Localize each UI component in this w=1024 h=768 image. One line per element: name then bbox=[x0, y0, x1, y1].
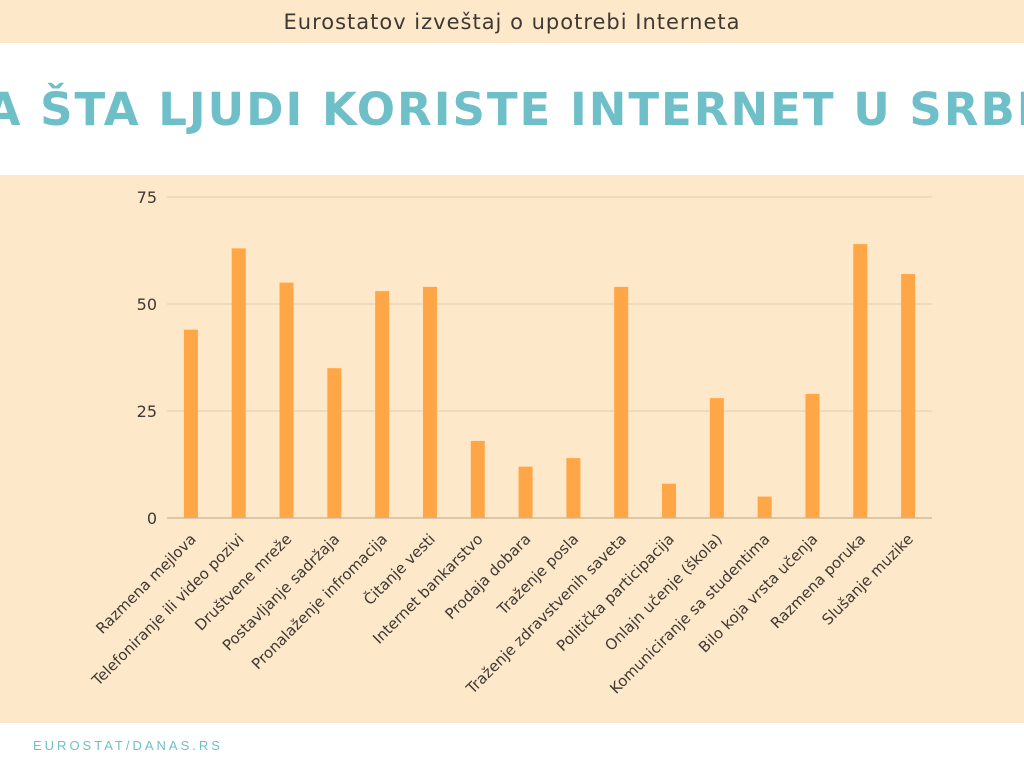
x-tick-label: Slušanje muzike bbox=[818, 530, 917, 629]
x-tick-label: Prodaja dobara bbox=[441, 530, 534, 623]
bar bbox=[709, 398, 724, 518]
bar bbox=[853, 244, 868, 518]
bar bbox=[327, 368, 342, 518]
chart-title: ZA ŠTA LJUDI KORISTE INTERNET U SRBIJI bbox=[0, 82, 1024, 136]
bar bbox=[470, 440, 485, 518]
bar bbox=[183, 329, 198, 518]
subtitle-band: Eurostatov izveštaj o upotrebi Interneta bbox=[0, 0, 1024, 43]
title-band: ZA ŠTA LJUDI KORISTE INTERNET U SRBIJI bbox=[0, 43, 1024, 175]
y-tick-label: 50 bbox=[137, 295, 157, 314]
bar bbox=[901, 274, 916, 518]
y-tick-label: 75 bbox=[137, 188, 157, 207]
bar bbox=[422, 286, 437, 518]
x-tick-label: Traženje posla bbox=[493, 530, 582, 619]
bar bbox=[518, 466, 533, 518]
bar bbox=[662, 483, 677, 518]
bar bbox=[279, 282, 294, 518]
bar bbox=[757, 496, 772, 518]
bar bbox=[614, 286, 629, 518]
bar bbox=[231, 248, 246, 519]
bar bbox=[566, 458, 581, 518]
source-credit: EUROSTAT/DANAS.RS bbox=[33, 738, 223, 753]
y-tick-label: 0 bbox=[147, 509, 157, 528]
y-tick-label: 25 bbox=[137, 402, 157, 421]
bar bbox=[805, 393, 820, 518]
bar bbox=[375, 291, 390, 518]
subtitle: Eurostatov izveštaj o upotrebi Interneta bbox=[283, 9, 741, 34]
